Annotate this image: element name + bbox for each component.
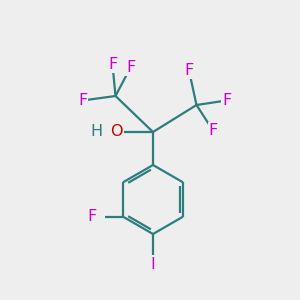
- Text: H: H: [91, 124, 103, 140]
- Text: F: F: [126, 60, 135, 75]
- Text: F: F: [87, 209, 96, 224]
- Text: I: I: [151, 257, 155, 272]
- Text: F: F: [184, 63, 194, 78]
- Text: O: O: [110, 124, 123, 140]
- Text: F: F: [208, 123, 217, 138]
- Text: F: F: [78, 93, 87, 108]
- Text: F: F: [108, 57, 117, 72]
- Text: F: F: [222, 93, 231, 108]
